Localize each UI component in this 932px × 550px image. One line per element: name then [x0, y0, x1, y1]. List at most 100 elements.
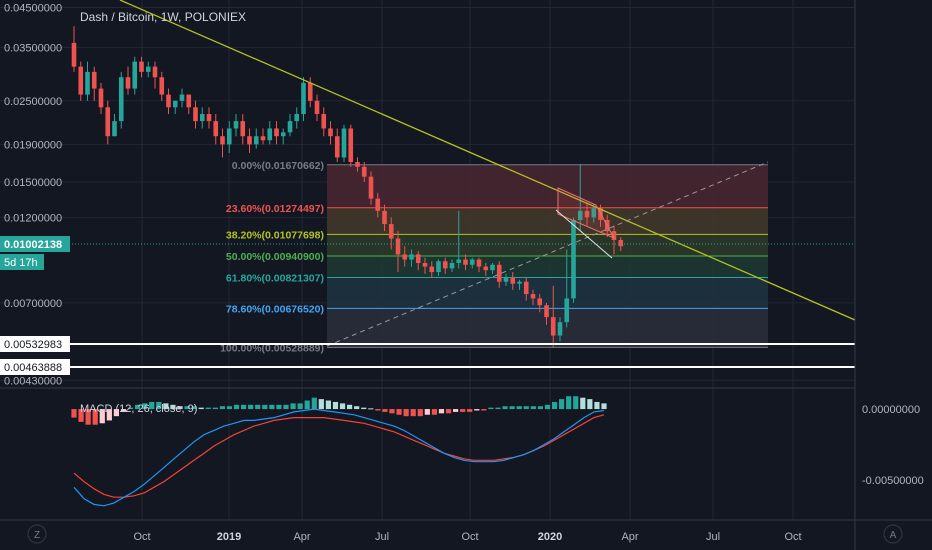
time-tick-label: Apr: [293, 531, 310, 543]
level-price-value: 0.00463888: [4, 362, 62, 374]
candle-body: [321, 114, 327, 129]
macd-histogram-bar: [248, 404, 254, 410]
macd-histogram-bar: [354, 406, 360, 410]
macd-histogram-bar: [495, 407, 501, 410]
macd-pane: [71, 396, 607, 507]
macd-histogram-bar: [467, 409, 473, 412]
candle-body: [274, 128, 279, 137]
candle-body: [267, 128, 273, 141]
macd-tick-label: -0.00500000: [862, 475, 924, 487]
candle-body: [159, 77, 165, 95]
scale-mode-label: Z: [34, 530, 40, 541]
fibonacci-retracement[interactable]: 0.00%(0.01670662) 23.60%(0.01274497) 38.20…: [220, 160, 768, 355]
countdown-badge: [0, 254, 44, 270]
macd-histogram-bar: [113, 409, 119, 417]
candle-body: [172, 100, 178, 108]
candle-body: [517, 281, 522, 284]
macd-histogram-bar: [445, 409, 452, 414]
price-tick-label: 0.01500000: [4, 177, 62, 189]
macd-histogram-bar: [417, 409, 423, 417]
fib-trend-diagonal: [326, 161, 769, 347]
macd-histogram-bar: [530, 406, 536, 410]
macd-histogram-bar: [120, 409, 127, 412]
fib-zone: [327, 234, 768, 256]
candle-body: [193, 107, 198, 122]
macd-histogram-bar: [431, 409, 437, 415]
trendline-drawings[interactable]: [0, 0, 856, 368]
candle-body: [226, 128, 232, 145]
macd-histogram-bar: [127, 407, 134, 410]
macd-histogram-bar: [149, 401, 155, 410]
candle-body: [388, 224, 394, 239]
time-tick-label: Oct: [133, 531, 150, 543]
candle-body: [179, 94, 185, 101]
candle-body: [260, 136, 266, 141]
countdown-value: 5d 17h: [4, 257, 38, 269]
candle-body: [544, 305, 549, 318]
candle-body: [436, 261, 441, 273]
candle-body: [301, 82, 306, 115]
time-tick-label: Oct: [461, 531, 478, 543]
macd-histogram-bar: [551, 401, 558, 410]
price-tick-label: 0.03500000: [4, 42, 62, 54]
candle-body: [240, 121, 246, 137]
candle-body: [132, 61, 138, 89]
candle-body: [199, 114, 205, 122]
candle-body: [206, 114, 212, 122]
macd-histogram-bar: [71, 409, 77, 418]
fib-level-label: 38.20%(0.01077698): [226, 229, 324, 241]
candlestick-series: [71, 26, 624, 348]
macd-histogram-bar: [269, 404, 275, 410]
price-tick-label: 0.01200000: [4, 212, 62, 224]
macd-histogram-bar: [453, 409, 459, 412]
candle-body: [463, 259, 468, 265]
candle-body: [348, 128, 354, 163]
candle-body: [510, 277, 516, 284]
candle-body: [368, 176, 374, 199]
scale-mode-button[interactable]: Z: [27, 524, 47, 544]
macd-histogram-bar: [559, 399, 565, 410]
candle-body: [280, 132, 286, 137]
macd-histogram-bar: [233, 404, 240, 410]
candle-body: [85, 71, 90, 95]
candle-body: [442, 261, 448, 269]
macd-histogram-bar: [347, 404, 353, 410]
macd-histogram-bar: [85, 409, 91, 425]
candle-body: [395, 238, 401, 255]
price-tick-label: 0.04500000: [4, 2, 62, 14]
macd-histogram-bar: [460, 409, 466, 412]
fib-level-label: 23.60%(0.01274497): [226, 203, 324, 215]
price-tick-label: 0.01900000: [4, 139, 62, 151]
candle-body: [402, 254, 408, 260]
macd-histogram-bar: [262, 404, 268, 410]
macd-histogram-bar: [481, 409, 487, 411]
candle-body: [456, 259, 462, 264]
time-tick-label: Jul: [706, 531, 720, 543]
fib-level-label: 100.00%(0.00528889): [220, 342, 324, 354]
macd-histogram-bar: [410, 409, 416, 417]
candle-body: [213, 121, 219, 137]
candle-body: [415, 254, 421, 264]
candle-body: [476, 259, 482, 267]
price-tick-label: 0.00700000: [4, 298, 62, 310]
macd-tick-label: 0.00000000: [862, 404, 920, 416]
macd-histogram-bar: [255, 404, 261, 410]
level-price-badge: [0, 336, 70, 352]
macd-histogram-bar: [516, 406, 522, 410]
macd-histogram-bar: [375, 409, 381, 411]
macd-histogram-bar: [191, 406, 197, 410]
macd-histogram-bar: [594, 401, 600, 410]
candle-body: [375, 198, 381, 211]
macd-histogram-bar: [184, 406, 190, 410]
candle-body: [469, 259, 475, 265]
candle-body: [449, 263, 455, 269]
candle-body: [584, 210, 590, 218]
price-tick-label: 0.02500000: [4, 96, 62, 108]
candle-body: [287, 121, 293, 133]
candle-body: [409, 254, 414, 260]
macd-histogram-bar: [212, 407, 218, 410]
macd-histogram-bar: [92, 409, 98, 425]
auto-scale-button[interactable]: A: [883, 524, 903, 544]
